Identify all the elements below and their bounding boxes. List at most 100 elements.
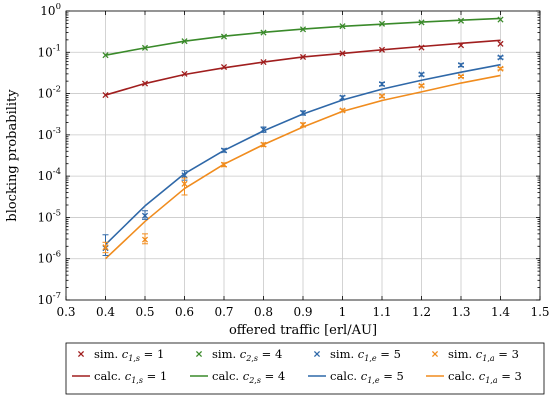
data-point-sim-c2-s-4 bbox=[418, 19, 425, 26]
data-point-sim-c2-s-4 bbox=[102, 52, 109, 59]
marker-stroke bbox=[220, 161, 228, 168]
y-tick-label: 100 bbox=[40, 2, 61, 18]
legend-label: sim. c1,a = 3 bbox=[448, 347, 519, 363]
marker-stroke bbox=[497, 40, 504, 47]
marker-stroke bbox=[102, 52, 109, 59]
marker-stroke bbox=[181, 180, 188, 187]
legend-box bbox=[65, 342, 545, 395]
marker-stroke bbox=[339, 23, 346, 30]
data-point-sim-c1-s-1 bbox=[260, 58, 267, 66]
marker-stroke bbox=[141, 212, 149, 219]
legend: sim. c1,s = 1 sim. c2,s = 4 sim. c1,e = 5 s… bbox=[65, 342, 545, 395]
y-tick-label: 10-7 bbox=[37, 291, 61, 307]
data-point-sim-c1-a-3 bbox=[299, 121, 307, 128]
data-point-sim-c1-e-5 bbox=[141, 212, 149, 219]
x-tick-label: 1.5 bbox=[530, 305, 549, 319]
x-tick-label: 1.4 bbox=[491, 305, 510, 319]
marker-stroke bbox=[181, 70, 188, 77]
marker-stroke bbox=[378, 46, 386, 53]
legend-label: calc. c1,s = 1 bbox=[94, 369, 167, 385]
marker-stroke bbox=[220, 147, 228, 154]
marker-stroke bbox=[220, 33, 228, 40]
data-point-sim-c1-a-3 bbox=[141, 236, 149, 243]
y-tick-label: 10-5 bbox=[37, 208, 61, 224]
x-tick-label: 0.6 bbox=[175, 305, 194, 319]
y-tick-label: 10-4 bbox=[37, 167, 61, 183]
marker-stroke bbox=[102, 244, 109, 251]
data-point-sim-c1-s-1 bbox=[339, 50, 346, 57]
marker-stroke bbox=[181, 38, 188, 45]
marker-stroke bbox=[497, 65, 504, 72]
y-tick-labels: 10-7 10-6 10-5 10-4 10-3 10-2 10-1 100 bbox=[37, 2, 61, 307]
legend-marker bbox=[77, 350, 85, 358]
marker-stroke bbox=[339, 50, 346, 57]
marker-stroke bbox=[457, 42, 465, 49]
legend-item-calc: calc. c1,s = 1 bbox=[72, 369, 167, 385]
x-tick-label: 1.3 bbox=[451, 305, 470, 319]
marker-stroke bbox=[457, 73, 465, 80]
data-point-sim-c1-s-1 bbox=[141, 80, 149, 87]
marker-stroke bbox=[418, 19, 425, 26]
legend-item-sim: sim. c1,a = 3 bbox=[431, 347, 519, 363]
data-point-sim-c1-e-5 bbox=[339, 94, 346, 101]
marker-stroke bbox=[418, 71, 425, 78]
y-tick-label: 10-2 bbox=[37, 85, 61, 101]
data-point-sim-c2-s-4 bbox=[181, 38, 188, 45]
data-point-sim-c1-e-5 bbox=[220, 147, 228, 154]
marker-stroke bbox=[299, 109, 307, 116]
data-point-sim-c1-s-1 bbox=[220, 63, 228, 71]
marker-stroke bbox=[260, 141, 267, 148]
legend-label: calc. c2,s = 4 bbox=[212, 369, 285, 385]
data-point-sim-c2-s-4 bbox=[457, 17, 465, 24]
marker-stroke bbox=[299, 53, 307, 61]
marker-stroke bbox=[497, 54, 504, 61]
marker-stroke bbox=[260, 58, 267, 66]
x-tick-label: 1.1 bbox=[372, 305, 391, 319]
legend-label: calc. c1,a = 3 bbox=[448, 369, 522, 385]
marker-stroke bbox=[260, 126, 267, 133]
legend-marker bbox=[195, 350, 203, 358]
marker-stroke bbox=[418, 44, 425, 51]
marker-stroke bbox=[457, 17, 465, 24]
marker-stroke bbox=[220, 63, 228, 71]
data-point-sim-c1-s-1 bbox=[181, 70, 188, 77]
marker-stroke bbox=[141, 44, 149, 51]
data-point-sim-c1-e-5 bbox=[260, 126, 267, 133]
x-tick-label: 1.2 bbox=[412, 305, 431, 319]
marker-stroke bbox=[378, 20, 386, 27]
marker-stroke bbox=[102, 92, 109, 99]
data-point-sim-c1-a-3 bbox=[457, 73, 465, 80]
data-point-sim-c2-s-4 bbox=[141, 44, 149, 51]
data-point-sim-c2-s-4 bbox=[260, 29, 267, 36]
legend-label: sim. c2,s = 4 bbox=[212, 347, 282, 363]
data-point-sim-c1-e-5 bbox=[418, 71, 425, 78]
legend-item-calc: calc. c1,e = 5 bbox=[308, 369, 404, 385]
y-axis-label: blocking probability bbox=[5, 89, 20, 222]
marker-stroke bbox=[313, 350, 321, 358]
series-markers bbox=[102, 16, 504, 256]
data-point-sim-c1-s-1 bbox=[418, 44, 425, 51]
legend-label: sim. c1,s = 1 bbox=[94, 347, 164, 363]
data-point-sim-c1-s-1 bbox=[457, 42, 465, 49]
data-point-sim-c1-a-3 bbox=[497, 65, 504, 72]
x-tick-label: 0.3 bbox=[56, 305, 75, 319]
legend-item-calc: calc. c1,a = 3 bbox=[426, 369, 522, 385]
data-point-sim-c2-s-4 bbox=[497, 16, 504, 23]
data-point-sim-c1-e-5 bbox=[457, 62, 465, 69]
data-point-sim-c1-a-3 bbox=[220, 161, 228, 168]
marker-stroke bbox=[299, 26, 307, 33]
marker-stroke bbox=[457, 62, 465, 69]
legend-item-sim: sim. c1,s = 1 bbox=[77, 347, 164, 363]
data-point-sim-c1-e-5 bbox=[181, 172, 188, 179]
x-tick-labels: 0.3 0.4 0.5 0.6 0.7 0.8 0.9 1 1.1 1.2 1.3 1.4 1.5 bbox=[56, 305, 549, 319]
legend-item-sim: sim. c2,s = 4 bbox=[195, 347, 282, 363]
data-point-sim-c1-a-3 bbox=[260, 141, 267, 148]
x-tick-label: 1 bbox=[339, 305, 347, 319]
data-point-sim-c1-s-1 bbox=[299, 53, 307, 61]
data-point-sim-c1-s-1 bbox=[378, 46, 386, 53]
y-tick-label: 10-3 bbox=[37, 126, 61, 142]
data-point-sim-c2-s-4 bbox=[299, 26, 307, 33]
data-point-sim-c2-s-4 bbox=[220, 33, 228, 40]
grid bbox=[65, 10, 541, 301]
